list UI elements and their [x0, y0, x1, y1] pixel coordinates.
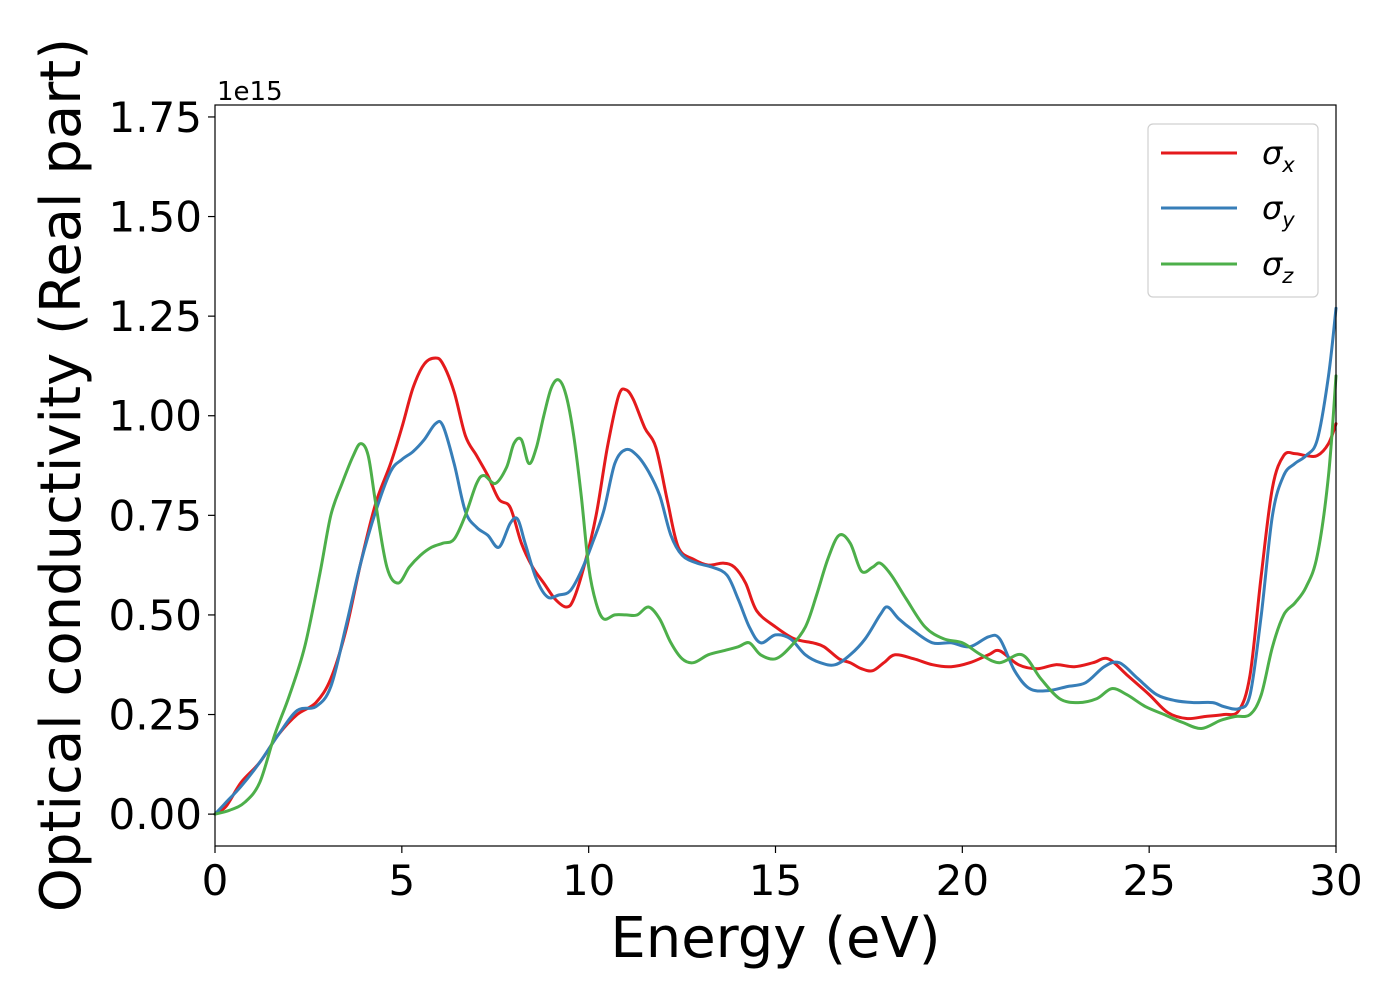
legend-subscript-sigma-y: y: [1281, 208, 1295, 232]
x-tick-label: 5: [388, 856, 415, 905]
legend-label-sigma-x: σx: [1262, 134, 1295, 177]
tick-layer: 0 5 10 15 20 25 30 0.00 0.25 0.50 0.75 1.00 1.25 1.50…: [108, 93, 1362, 905]
legend: σx σy σz: [1147, 123, 1319, 298]
x-tick-label: 10: [562, 856, 615, 905]
y-tick-label: 1.75: [108, 93, 202, 142]
legend-symbol-sigma-z: σ: [1262, 245, 1284, 283]
legend-label-sigma-z: σz: [1262, 245, 1294, 288]
legend-subscript-sigma-z: z: [1281, 264, 1294, 288]
y-tick-label: 0.50: [108, 591, 202, 640]
y-tick-label: 0.25: [108, 691, 202, 740]
legend-label-sigma-y: σy: [1262, 189, 1295, 232]
series-line-sigma-y: [213, 306, 1338, 816]
legend-box: [1147, 123, 1319, 298]
legend-symbol-sigma-y: σ: [1262, 189, 1284, 227]
y-tick-label: 0.75: [108, 491, 202, 540]
y-tick-label: 1.00: [108, 392, 202, 441]
x-tick-label: 30: [1309, 856, 1362, 905]
plot-frame: [214, 104, 1337, 847]
y-offset-label: 1e15: [217, 77, 283, 107]
x-tick-label: 25: [1122, 856, 1175, 905]
x-tick-label: 15: [749, 856, 802, 905]
y-tick-label: 0.00: [108, 790, 202, 839]
legend-subscript-sigma-x: x: [1281, 153, 1295, 177]
legend-symbol-sigma-x: σ: [1262, 134, 1284, 172]
x-axis-title: Energy (eV): [610, 906, 940, 971]
y-axis-title: Optical conductivity (Real part): [29, 38, 94, 912]
x-tick-label: 20: [936, 856, 989, 905]
y-tick-label: 1.25: [108, 292, 202, 341]
x-tick-label: 0: [202, 856, 229, 905]
series-line-sigma-x: [213, 356, 1338, 816]
series-line-sigma-z: [213, 374, 1338, 816]
y-tick-label: 1.50: [108, 193, 202, 242]
series-layer: [213, 306, 1338, 816]
